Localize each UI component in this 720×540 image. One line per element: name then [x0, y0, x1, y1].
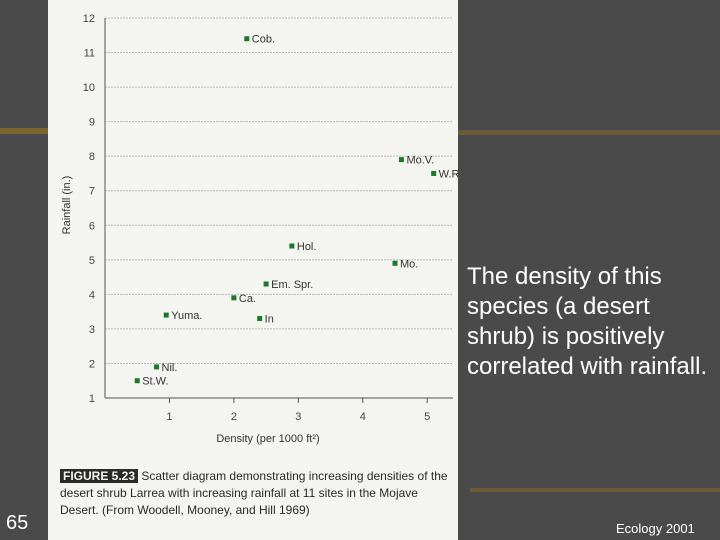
data-point-label: Ca.: [239, 293, 256, 305]
x-tick-label: 4: [360, 411, 366, 423]
x-axis-label: Density (per 1000 ft²): [216, 433, 319, 445]
y-tick-label: 12: [83, 13, 95, 25]
y-tick-label: 9: [89, 117, 95, 129]
slide-number: 65: [6, 512, 29, 534]
y-tick-label: 11: [84, 48, 95, 60]
data-point-label: Yuma.: [171, 310, 202, 322]
data-point: [263, 281, 269, 287]
y-tick-label: 3: [89, 324, 95, 336]
slide-footer: Ecology 2001: [616, 521, 695, 536]
data-point: [244, 36, 250, 42]
data-point: [257, 316, 263, 322]
x-tick-labels: 1 2 3 4 5: [166, 411, 430, 423]
decorative-stripe-right: [458, 130, 720, 135]
data-point-label: In: [265, 314, 274, 326]
slide-body-text: The density of this species (a desert sh…: [467, 263, 708, 380]
x-tick-label: 5: [424, 411, 430, 423]
data-point: [231, 295, 237, 301]
data-point-label: Mo.V.: [406, 155, 434, 167]
data-point-label: Mo.: [400, 258, 418, 270]
data-point: [398, 157, 404, 163]
figure-scan: [48, 0, 458, 540]
data-point: [431, 170, 437, 176]
y-tick-label: 1: [89, 393, 95, 405]
figure-caption: FIGURE 5.23 Scatter diagram demonstratin…: [60, 468, 452, 519]
data-point: [154, 364, 160, 370]
y-tick-label: 8: [89, 151, 95, 163]
axes: [104, 18, 453, 403]
data-point-label: Cob.: [252, 34, 275, 46]
y-axis-label: Rainfall (in.): [61, 176, 73, 235]
y-tick-label: 2: [89, 358, 95, 370]
data-point-label: W.R.: [439, 168, 458, 180]
data-point: [134, 378, 140, 384]
data-point: [289, 243, 295, 249]
y-tick-label: 4: [89, 289, 95, 301]
x-tick-label: 3: [295, 411, 301, 423]
decorative-stripe-left: [0, 128, 48, 134]
data-point-label: Em. Spr.: [271, 279, 313, 291]
data-points: Cob. Mo.V. W.R. Hol. Mo. Em. Spr. Ca. Yuma. In Ni…: [134, 34, 458, 388]
grid-lines: [105, 17, 453, 399]
y-tick-label: 6: [89, 220, 95, 232]
data-point: [392, 260, 398, 266]
decorative-stripe-bottom: [470, 488, 720, 492]
y-tick-label: 10: [83, 82, 95, 94]
data-point-label: St.W.: [142, 376, 168, 388]
figure-label: FIGURE 5.23: [60, 469, 139, 483]
data-point-label: Hol.: [297, 241, 317, 253]
data-point-label: Nil.: [162, 362, 178, 374]
data-point: [163, 312, 169, 318]
x-tick-label: 2: [231, 411, 237, 423]
x-tick-label: 1: [166, 411, 172, 423]
caption-text: Scatter diagram demonstrating increasing…: [60, 469, 448, 517]
y-tick-label: 5: [89, 255, 95, 267]
y-tick-label: 7: [89, 186, 95, 198]
